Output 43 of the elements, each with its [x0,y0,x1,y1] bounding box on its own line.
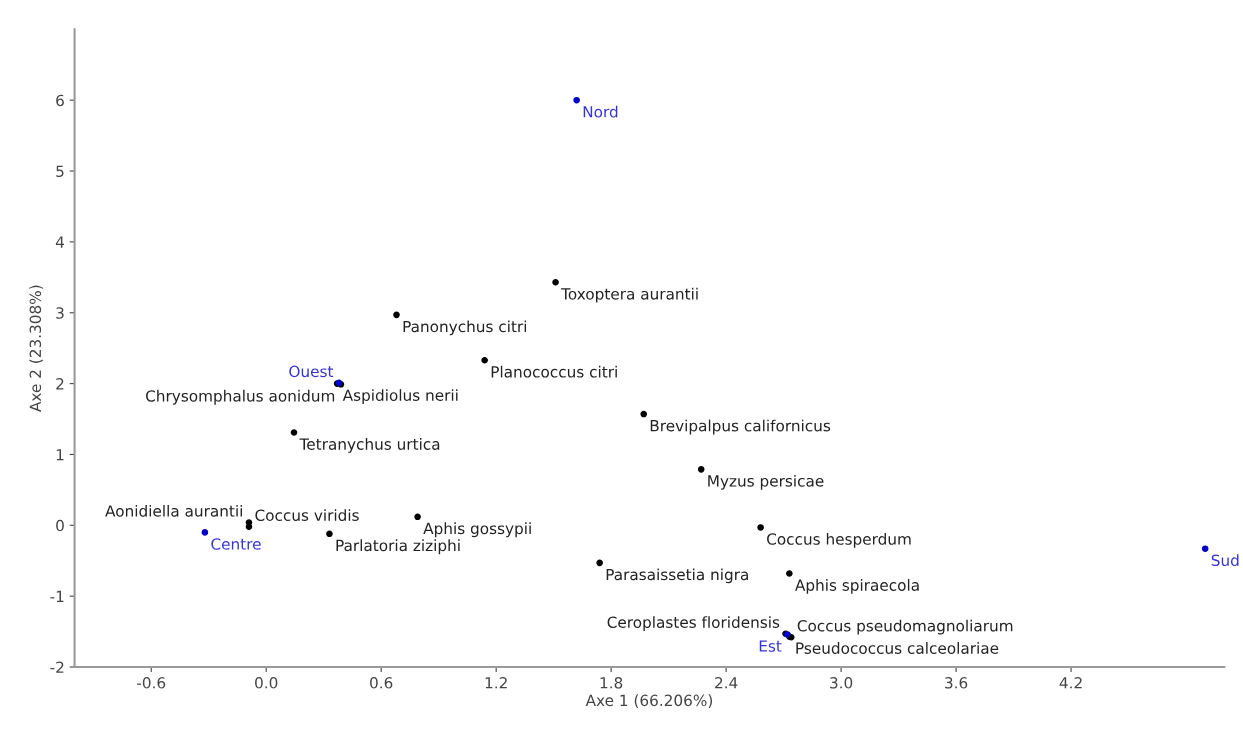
annotation: Sud [1211,554,1239,567]
x-tick-label: 3.0 [830,677,853,689]
annotation: Aonidiella aurantii [105,504,242,517]
annotation: Ouest [289,365,334,378]
x-tick-label: 4.2 [1059,677,1082,689]
annotation: Ceroplastes floridensis [607,616,780,631]
annotation: Planococcus citri [491,365,617,378]
annotation: Panonychus citri [403,320,527,336]
y-tick-label: 5 [56,165,64,178]
annotation: Parlatoria ziziphi [336,539,460,555]
annotation: Aphis spiraecola [795,579,919,594]
x-axis-title: Axe 1 (66.206%) [585,694,713,708]
x-tick-label: 0.0 [255,677,278,689]
annotation: Coccus hesperdum [767,533,911,548]
y-tick-label: 3 [56,307,64,319]
annotation: Aphis gossypii [423,522,531,538]
annotation: Coccus viridis [255,509,359,521]
y-tick-label: -1 [50,590,64,602]
annotation: Centre [211,538,261,550]
annotation: Est [759,640,782,652]
y-tick-label: 0 [56,519,64,532]
annotation: Coccus pseudomagnoliarum [797,619,1013,635]
y-tick-label: 4 [55,236,64,248]
annotation: Pseudococcus calceolariae [796,642,999,654]
x-tick-label: 2.4 [715,677,738,689]
y-axis-title: Axe 2 (23.308%) [29,285,43,412]
annotation: Myzus persicae [708,474,824,490]
x-tick-label: 1.2 [485,677,507,689]
annotation: Tetranychus urtica [299,438,440,453]
y-tick-label: 2 [56,378,64,390]
y-tick-label: 6 [56,94,64,107]
y-tick-label: 1 [56,449,64,461]
annotation: Chrysomphalus aonidum [146,389,335,405]
x-tick-label: 0.6 [370,677,393,689]
y-tick-label: -2 [50,661,64,673]
x-tick-label: -0.6 [137,677,166,689]
x-tick-label: 3.6 [945,677,968,689]
annotation: Aspidiolus nerii [342,389,458,404]
annotation: Toxoptera aurantii [561,287,698,303]
annotation: Nord [583,105,618,118]
annotation: Parasaissetia nigra [606,568,748,584]
x-tick-label: 1.8 [600,677,623,689]
annotation: Brevipalpus californicus [650,419,831,435]
